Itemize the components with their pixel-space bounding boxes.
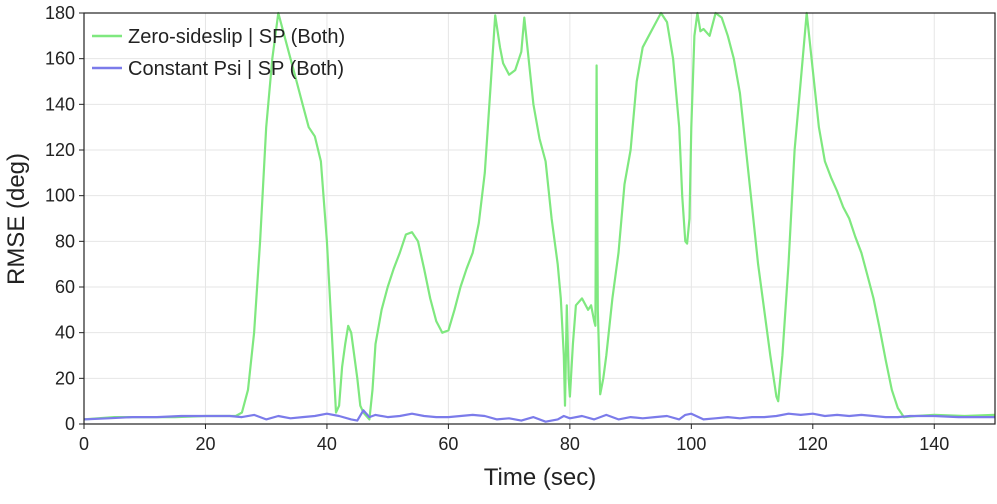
x-axis-label: Time (sec)	[484, 464, 596, 491]
legend-label: Zero-sideslip | SP (Both)	[128, 26, 345, 48]
y-tick-label: 180	[45, 3, 75, 23]
x-tick-label: 0	[79, 434, 89, 454]
x-tick-label: 60	[438, 434, 458, 454]
y-tick-label: 60	[55, 277, 75, 297]
y-tick-label: 40	[55, 323, 75, 343]
y-tick-label: 120	[45, 140, 75, 160]
y-tick-label: 100	[45, 186, 75, 206]
y-tick-label: 20	[55, 368, 75, 388]
x-tick-label: 80	[560, 434, 580, 454]
x-tick-label: 40	[317, 434, 337, 454]
x-tick-label: 140	[919, 434, 949, 454]
x-tick-label: 120	[798, 434, 828, 454]
x-tick-label: 100	[676, 434, 706, 454]
legend-label: Constant Psi | SP (Both)	[128, 58, 344, 80]
x-tick-label: 20	[195, 434, 215, 454]
y-tick-label: 140	[45, 94, 75, 114]
y-axis-label: RMSE (deg)	[3, 153, 30, 285]
plot-frame	[83, 12, 996, 425]
y-tick-label: 80	[55, 231, 75, 251]
y-tick-label: 0	[65, 414, 75, 434]
y-tick-label: 160	[45, 49, 75, 69]
data-line	[83, 11, 996, 421]
data-line	[83, 409, 995, 423]
